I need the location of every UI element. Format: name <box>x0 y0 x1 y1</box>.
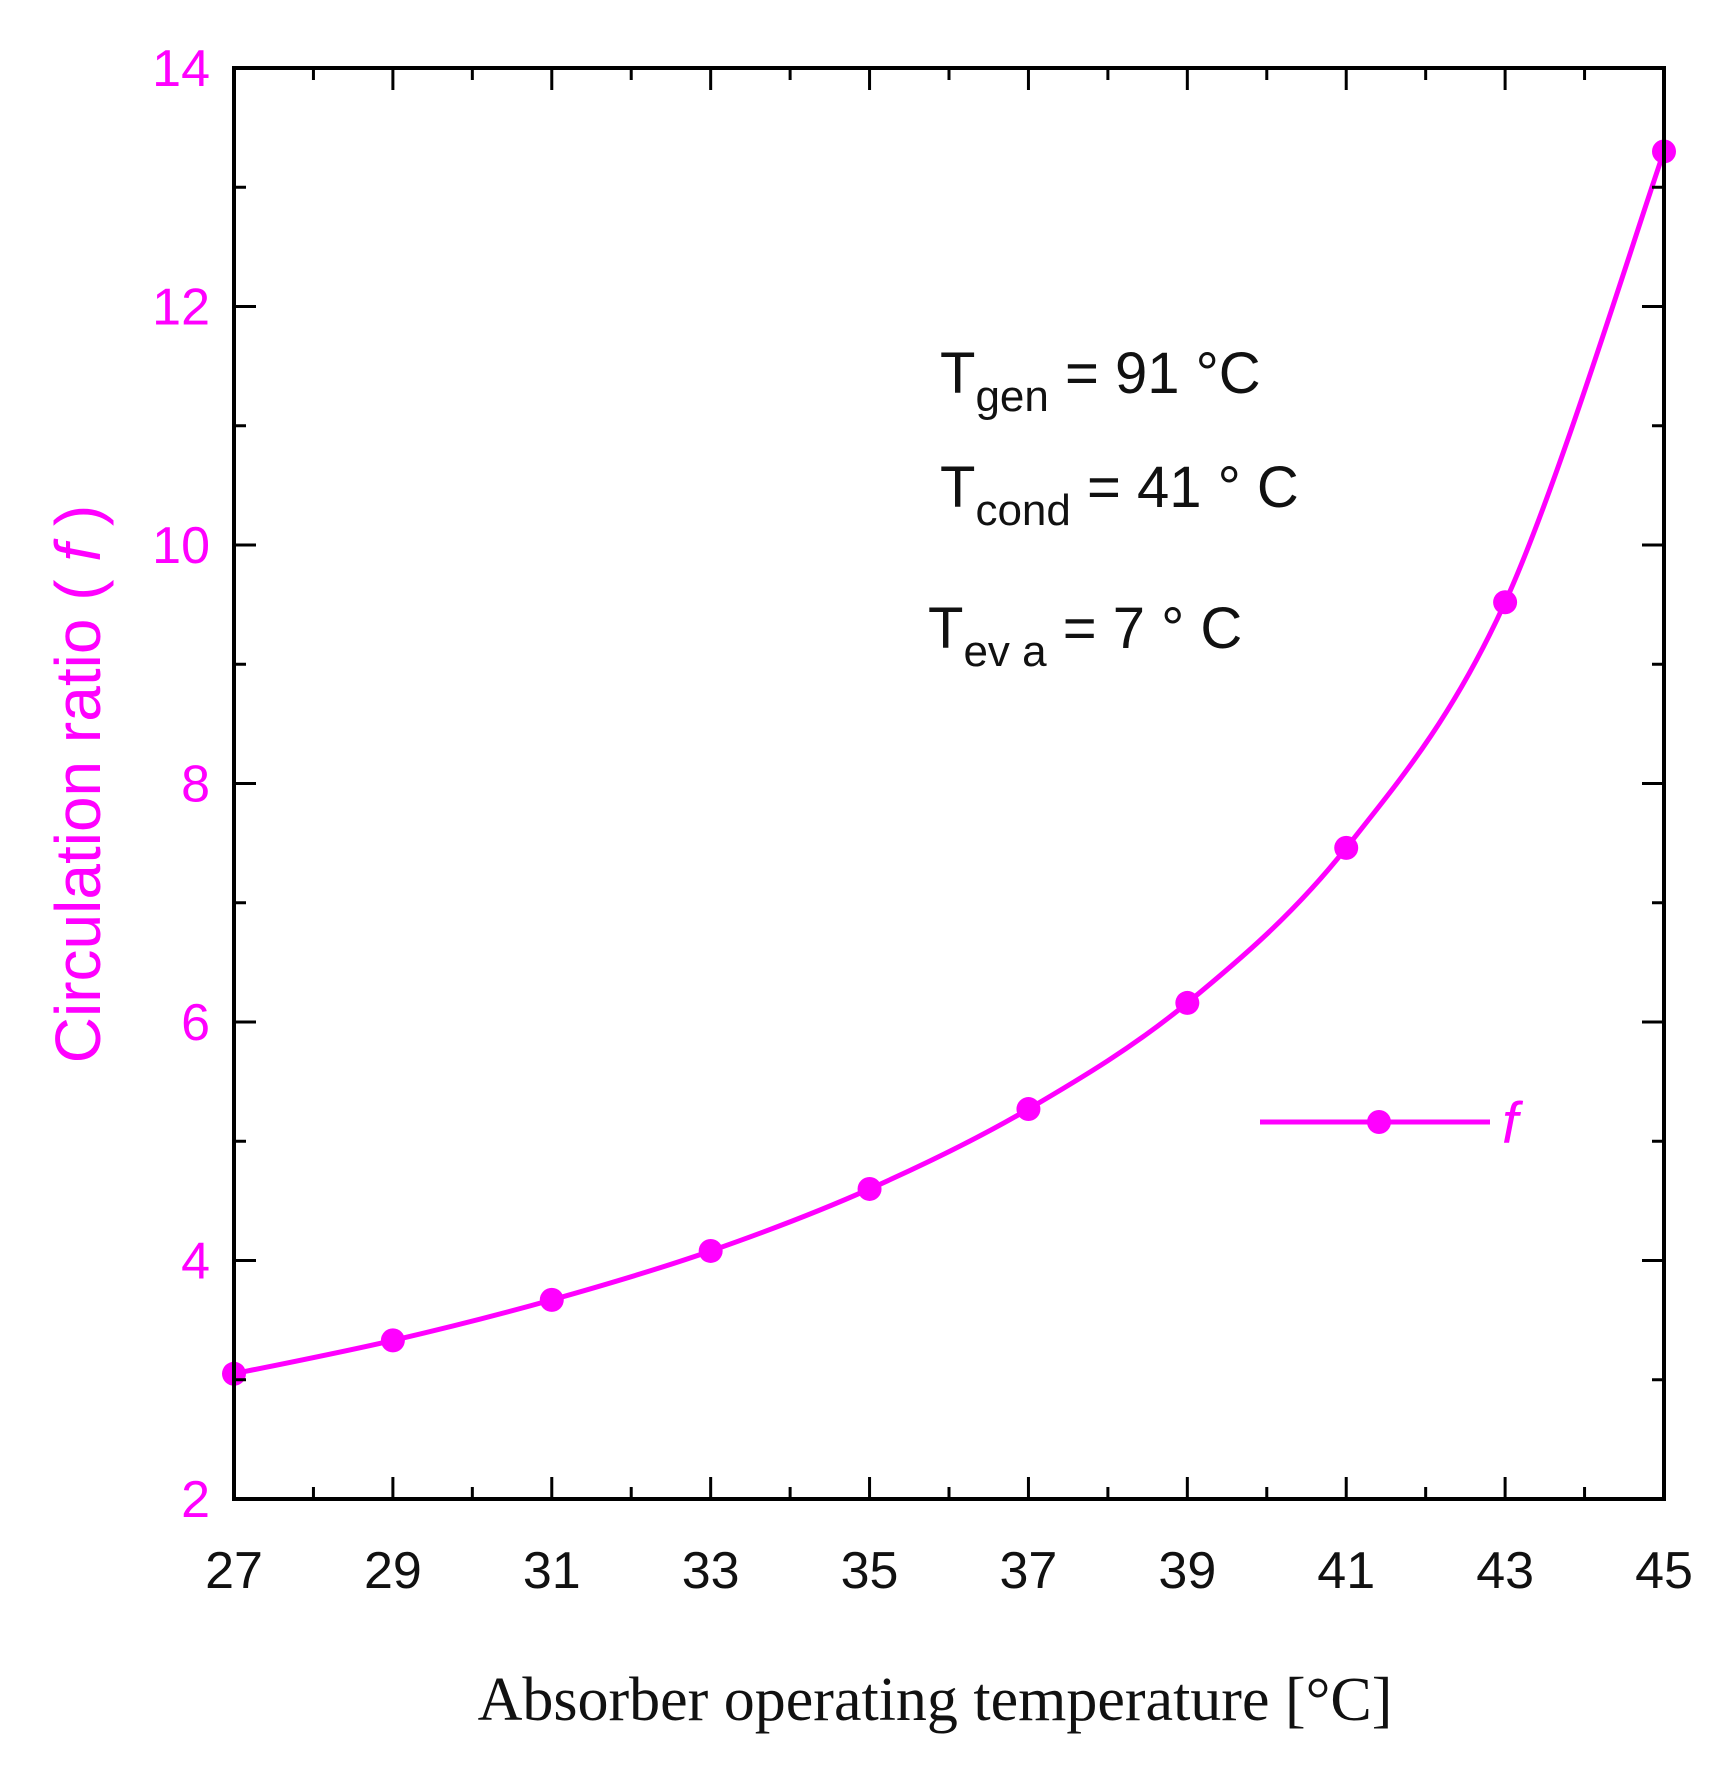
annotation-tcond: Tcond = 41 ° C <box>940 455 1299 535</box>
data-point <box>1175 990 1200 1015</box>
annotation-tcond-sub: cond <box>975 486 1070 535</box>
data-point <box>539 1287 564 1312</box>
data-point <box>1016 1097 1041 1122</box>
x-tick-label: 33 <box>682 1542 740 1600</box>
y-tick-label: 2 <box>181 1471 210 1529</box>
annotation-tgen-main: T <box>940 341 975 406</box>
y-axis-label-text: Circulation ratio ( <box>42 579 114 1063</box>
y-tick-label: 4 <box>181 1233 210 1291</box>
y-tick-label: 14 <box>152 40 210 98</box>
annotation-teva-rest: = 7 ° C <box>1047 596 1243 661</box>
data-point <box>698 1238 723 1263</box>
data-point <box>380 1328 405 1353</box>
x-tick-label: 37 <box>1000 1542 1058 1600</box>
annotation-tcond-rest: = 41 ° C <box>1071 455 1299 520</box>
x-tick-label: 39 <box>1158 1542 1216 1600</box>
annotation-teva: Tev a = 7 ° C <box>928 596 1242 676</box>
annotation-tgen-rest: = 91 °C <box>1049 341 1261 406</box>
annotation-tgen: Tgen = 91 °C <box>940 341 1261 421</box>
x-tick-label: 35 <box>841 1542 899 1600</box>
x-tick-label: 27 <box>205 1542 263 1600</box>
x-tick-label: 45 <box>1635 1542 1693 1600</box>
annotation-tgen-sub: gen <box>975 372 1048 421</box>
plot-frame <box>232 66 1666 1501</box>
x-tick-label: 29 <box>364 1542 422 1600</box>
annotation-teva-sub: ev a <box>963 627 1047 676</box>
x-tick-label: 41 <box>1317 1542 1375 1600</box>
y-tick-label: 10 <box>152 517 210 575</box>
y-axis-label: Circulation ratio ( f ) <box>42 505 114 1063</box>
data-point <box>1334 835 1359 860</box>
x-axis-label: Absorber operating temperature [°C] <box>478 1666 1393 1734</box>
x-tick-label: 31 <box>523 1542 581 1600</box>
y-tick-label: 6 <box>181 994 210 1052</box>
data-point <box>1493 590 1518 615</box>
y-tick-label: 8 <box>181 756 210 814</box>
series-line-f <box>233 150 1667 1377</box>
annotation-group: Tgen = 91 °C Tcond = 41 ° C Tev a = 7 ° … <box>928 341 1299 676</box>
y-axis-label-close: ) <box>42 505 114 526</box>
legend-label: f <box>1502 1091 1524 1156</box>
legend-marker <box>1367 1110 1391 1134</box>
y-tick-label: 12 <box>152 279 210 337</box>
legend: f <box>1260 1091 1524 1156</box>
annotation-tcond-main: T <box>940 455 975 520</box>
data-point <box>857 1176 882 1201</box>
annotation-teva-main: T <box>928 596 963 661</box>
x-tick-label: 43 <box>1476 1542 1534 1600</box>
